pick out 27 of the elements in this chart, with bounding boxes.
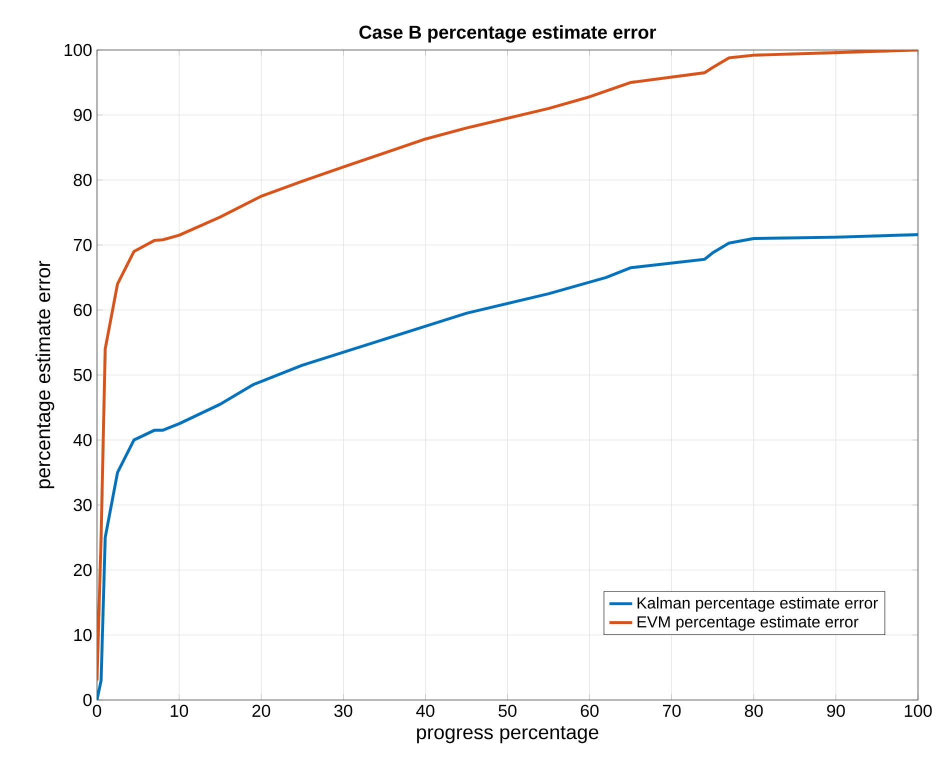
x-tick-label: 30 xyxy=(334,704,352,717)
y-tick-label: 30 xyxy=(74,498,92,512)
y-tick-label: 0 xyxy=(83,694,92,706)
x-tick-label: 70 xyxy=(662,704,681,717)
y-tick-label: 80 xyxy=(74,174,92,186)
x-tick-label: 100 xyxy=(904,704,932,717)
y-tick-label: 60 xyxy=(74,304,92,316)
x-tick-label: 90 xyxy=(827,704,845,717)
x-tick-label: 40 xyxy=(416,704,434,717)
y-tick-label: 50 xyxy=(74,368,92,382)
x-tick-label: 50 xyxy=(498,704,516,717)
y-tick-label: 70 xyxy=(74,238,92,252)
y-tick-label: 20 xyxy=(74,564,92,576)
y-tick-label: 90 xyxy=(74,108,92,122)
x-tick-label: 0 xyxy=(92,704,102,717)
legend-label: Kalman percentage estimate error xyxy=(638,596,878,612)
x-tick-label: 10 xyxy=(170,704,188,717)
y-axis-title: percentage estimate error xyxy=(36,260,54,488)
x-axis-title: progress percentage xyxy=(417,726,598,744)
y-tick-label: 100 xyxy=(64,44,92,56)
x-tick-label: 80 xyxy=(744,704,763,717)
y-tick-label: 40 xyxy=(73,434,92,446)
y-tick-label: 10 xyxy=(74,628,92,642)
legend-label: EVM percentage estimate error xyxy=(638,616,858,631)
chart-title: Case B percentage estimate error xyxy=(359,25,656,43)
x-tick-label: 60 xyxy=(580,704,599,717)
x-tick-label: 20 xyxy=(252,704,270,717)
